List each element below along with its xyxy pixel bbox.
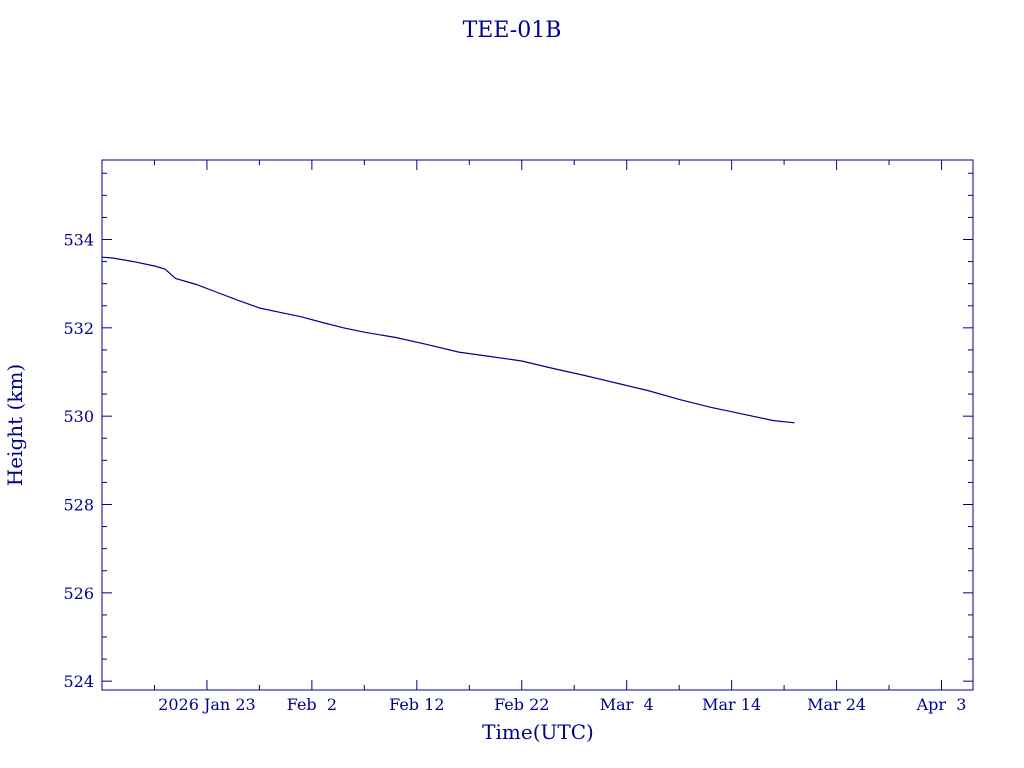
- x-tick-label: Apr 3: [916, 695, 967, 714]
- y-tick-label: 534: [63, 231, 94, 250]
- y-axis: 524 526 528 530 532 534: [63, 172, 973, 691]
- y-tick-label: 532: [63, 319, 94, 338]
- x-tick-label: Feb 22: [494, 695, 549, 714]
- x-tick-label: Feb 2: [287, 695, 337, 714]
- x-axis-title: Time(UTC): [482, 720, 594, 744]
- y-tick-label: 526: [63, 584, 94, 603]
- x-tick-label: Mar 24: [807, 695, 866, 714]
- x-tick-label: Mar 4: [600, 695, 654, 714]
- y-tick-label: 530: [63, 407, 94, 426]
- y-tick-label: 524: [63, 672, 94, 691]
- x-tick-label: Feb 12: [389, 695, 444, 714]
- plot-frame: [101, 159, 974, 691]
- x-tick-label: 2026 Jan 23: [158, 695, 256, 714]
- chart-title: TEE-01B: [463, 18, 562, 43]
- y-tick-label: 528: [63, 496, 94, 515]
- y-axis-title: Height (km): [3, 364, 27, 486]
- height-series-line: [101, 256, 795, 424]
- x-tick-label: Mar 14: [702, 695, 761, 714]
- x-axis: 2026 Jan 23 Feb 2 Feb 12 Feb 22 Mar 4 Mar 14 M…: [153, 160, 967, 714]
